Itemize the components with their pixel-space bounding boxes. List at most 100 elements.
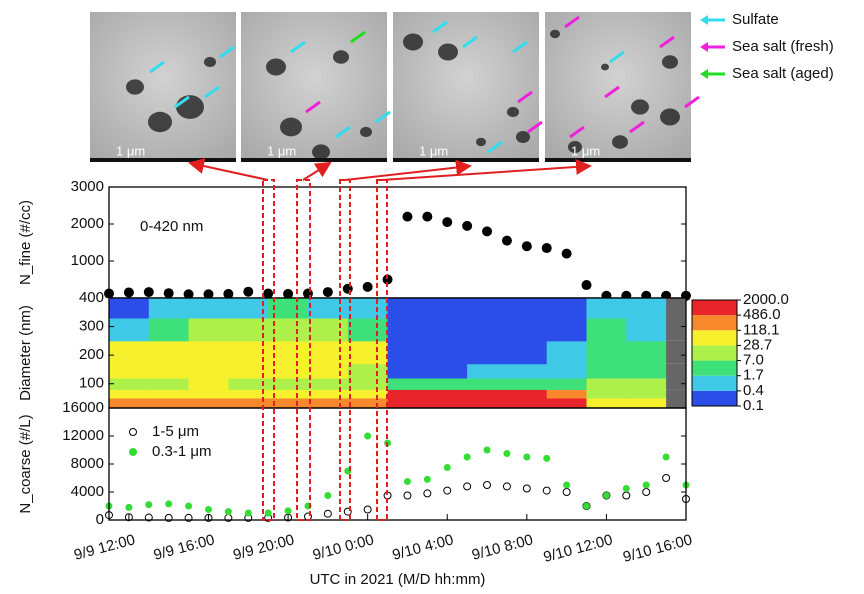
data-point: [542, 486, 551, 495]
colorbar-label: 7.0: [743, 352, 764, 369]
heatmap-cell: [467, 340, 508, 365]
heatmap-cell: [387, 378, 428, 390]
heatmap-cell: [228, 389, 269, 399]
heatmap-cell: [467, 298, 508, 319]
colorbar-label: 28.7: [743, 336, 772, 353]
particle: [333, 50, 349, 64]
scale-bar-strip: [241, 158, 387, 162]
particle-arrow: [462, 35, 478, 49]
missing-cell: [666, 398, 686, 408]
missing-cell: [666, 363, 686, 378]
heatmap-cell: [347, 398, 389, 409]
heatmap-cell: [188, 318, 229, 342]
colorbar-label: 486.0: [743, 306, 781, 323]
data-point: [442, 217, 453, 228]
sample-annotations: [188, 158, 592, 521]
particle: [148, 111, 172, 133]
y-axis-title: N_coarse (#/L): [17, 414, 34, 513]
scale-bar-strip: [545, 158, 691, 162]
particle-arrow: [305, 100, 321, 114]
y-axis-title: N_fine (#/cc): [17, 200, 34, 285]
data-point: [423, 489, 432, 498]
heatmap-cell: [268, 363, 309, 379]
colorbar-segment: [692, 315, 737, 331]
heatmap-cell: [586, 389, 627, 399]
data-point: [204, 506, 212, 513]
heatmap-cell: [268, 398, 309, 409]
missing-cell: [666, 389, 686, 398]
y-tick-label: 16000: [62, 399, 104, 416]
particle: [403, 33, 423, 51]
scale-label: 1 μm: [419, 143, 448, 158]
heatmap-cell: [148, 363, 190, 379]
heatmap-cell: [268, 298, 309, 319]
data-point: [522, 484, 531, 493]
data-point: [581, 280, 592, 291]
heatmap-cell: [467, 363, 508, 379]
colorbar-segment: [692, 330, 737, 346]
data-point: [483, 481, 492, 489]
heatmap-cell: [427, 298, 468, 319]
heatmap-cell: [546, 318, 588, 342]
data-point: [563, 481, 571, 489]
data-point: [323, 509, 332, 518]
data-point: [123, 287, 134, 298]
y-tick-label: 2000: [71, 215, 104, 232]
legend-label: Sea salt (fresh): [732, 38, 834, 55]
data-point: [223, 288, 234, 299]
particle: [126, 79, 144, 95]
particle-arrow: [629, 120, 645, 134]
data-point: [263, 288, 274, 299]
heatmap-cell: [268, 318, 309, 342]
x-tick-label: 9/9 16:00: [152, 531, 217, 564]
x-axis-title: UTC in 2021 (M/D hh:mm): [310, 571, 486, 588]
data-point: [662, 453, 670, 461]
heatmap-cell: [268, 340, 309, 365]
sample-arrow: [302, 161, 332, 181]
particle-arrow: [350, 30, 366, 44]
data-point: [244, 509, 252, 517]
data-point: [144, 513, 153, 522]
heatmap-cell: [109, 298, 150, 319]
y-tick-label: 200: [79, 346, 104, 363]
heatmap-cell: [506, 340, 548, 365]
colorbar-segment: [692, 360, 737, 376]
data-point: [503, 450, 511, 457]
legend-label: 1-5 μm: [152, 423, 199, 440]
x-tick-label: 9/10 16:00: [621, 531, 694, 566]
data-point: [602, 492, 610, 499]
colorbar-label: 118.1: [743, 321, 779, 338]
data-point: [185, 502, 193, 510]
heatmap-cell: [467, 389, 508, 399]
data-point: [521, 241, 532, 252]
heatmap-cell: [387, 398, 428, 409]
heatmap-cell: [188, 398, 229, 409]
particle: [516, 131, 530, 143]
colorbar-segment: [692, 375, 737, 391]
heatmap-cell: [467, 378, 508, 390]
heatmap-cell: [307, 389, 349, 399]
x-tick-label: 9/10 0:00: [311, 531, 376, 564]
heatmap-cell: [228, 298, 269, 319]
heatmap-cell: [109, 318, 150, 342]
particle-arrow: [684, 95, 700, 109]
annotation: 0-420 nm: [140, 218, 203, 235]
y-tick-label: 100: [79, 375, 104, 392]
heatmap-cell: [188, 363, 229, 379]
particle-arrow: [527, 120, 543, 134]
heatmap-cell: [546, 363, 588, 379]
data-point: [143, 287, 154, 298]
colorbar-segment: [692, 300, 737, 316]
scale-label: 1 μm: [267, 143, 296, 158]
particle: [601, 63, 609, 71]
heatmap-cell: [506, 298, 548, 319]
sample-box: [296, 179, 311, 521]
particle-arrow: [375, 110, 391, 124]
particle-arrow: [609, 50, 625, 64]
x-tick-label: 9/9 20:00: [231, 531, 296, 564]
heatmap-cell: [626, 378, 667, 390]
missing-cell: [666, 340, 686, 364]
heatmap-cell: [148, 389, 190, 399]
y-tick-label: 0: [96, 511, 104, 528]
